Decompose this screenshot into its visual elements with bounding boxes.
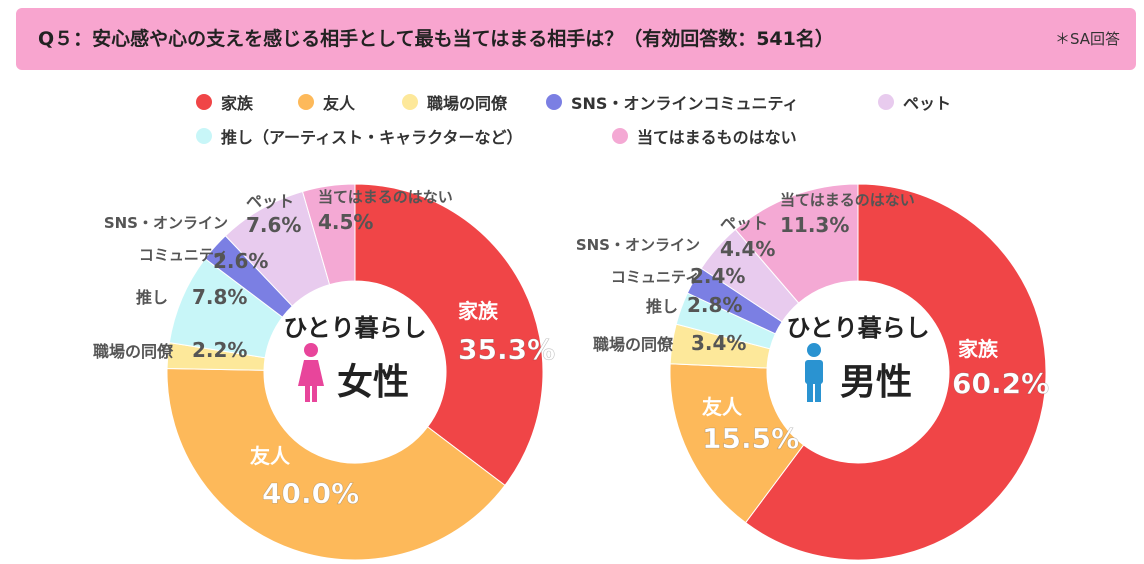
category-label-sns: SNS・オンライン xyxy=(104,214,228,232)
legend-swatch-sns xyxy=(546,94,562,110)
category-label-coworker: 職場の同僚 xyxy=(93,342,174,361)
category-label-oshi: 推し xyxy=(646,297,678,316)
legend-item-none: 当てはまるものはない xyxy=(612,124,797,148)
value-label-sns: 2.6% xyxy=(213,249,268,273)
legend-item-oshi: 推し（アーティスト・キャラクターなど） xyxy=(196,124,522,148)
legend-swatch-coworker xyxy=(402,94,418,110)
legend-label-oshi: 推し（アーティスト・キャラクターなど） xyxy=(221,128,523,147)
legend-swatch-none xyxy=(612,128,628,144)
legend-item-sns: SNS・オンラインコミュニティ xyxy=(546,90,798,114)
category-label-family: 家族 xyxy=(458,299,499,323)
category-label-none: 当てはまるのはない xyxy=(318,188,453,206)
donut-female: 家族 35.3% 友人 40.0% 職場の同僚 2.2% 推し 7.8% SNS・オンラインコミ… xyxy=(93,183,555,561)
value-label-family: 35.3% xyxy=(458,333,555,366)
center-title: ひとり暮らし xyxy=(283,314,426,342)
value-label-none: 11.3% xyxy=(780,213,849,237)
category-label-oshi: 推し xyxy=(136,288,168,307)
value-label-coworker: 3.4% xyxy=(691,331,746,355)
legend-item-coworker: 職場の同僚 xyxy=(402,90,507,114)
center-gender: 女性 xyxy=(337,362,409,403)
value-label-sns: 2.4% xyxy=(690,264,745,288)
male-icon xyxy=(805,343,823,402)
legend-label-family: 家族 xyxy=(221,94,254,113)
legend-label-none: 当てはまるものはない xyxy=(637,128,797,147)
value-label-none: 4.5% xyxy=(318,210,373,234)
category-label-sns: コミュニティ xyxy=(611,268,700,286)
value-label-family: 60.2% xyxy=(952,367,1049,400)
chart-title: Q５：安心感や心の支えを感じる相手として最も当てはまる相手は？（有効回答数：54… xyxy=(38,28,834,50)
value-label-pet: 4.4% xyxy=(720,237,775,261)
legend-swatch-friend xyxy=(298,94,314,110)
value-label-coworker: 2.2% xyxy=(192,338,247,362)
category-label-none: 当てはまるのはない xyxy=(780,191,915,209)
category-label-pet: ペット xyxy=(720,214,768,233)
category-label-coworker: 職場の同僚 xyxy=(593,335,674,354)
value-label-friend: 40.0% xyxy=(262,477,359,510)
value-label-pet: 7.6% xyxy=(246,213,301,237)
value-label-oshi: 2.8% xyxy=(687,293,742,317)
category-label-friend: 友人 xyxy=(702,395,743,419)
legend-swatch-oshi xyxy=(196,128,212,144)
legend-item-friend: 友人 xyxy=(298,90,355,114)
legend-item-pet: ペット xyxy=(878,90,951,114)
center-title: ひとり暮らし xyxy=(786,314,929,342)
donut-hole xyxy=(767,281,949,463)
donut-hole xyxy=(264,281,446,463)
donut-male: 家族 60.2% 友人 15.5% 職場の同僚 3.4% 推し 2.8% SNS・オンラインコミ… xyxy=(576,183,1049,561)
answer-type-note: ＊SA回答 xyxy=(1054,30,1120,48)
female-icon xyxy=(298,343,324,402)
legend-label-coworker: 職場の同僚 xyxy=(427,94,508,113)
category-label-family: 家族 xyxy=(958,337,999,361)
category-label-sns: コミュニティ xyxy=(139,246,228,264)
legend-label-pet: ペット xyxy=(903,94,952,113)
legend-item-family: 家族 xyxy=(196,90,253,114)
legend-label-friend: 友人 xyxy=(323,94,356,113)
center-gender: 男性 xyxy=(840,362,912,403)
value-label-oshi: 7.8% xyxy=(192,285,247,309)
category-label-pet: ペット xyxy=(246,192,294,211)
legend-swatch-pet xyxy=(878,94,894,110)
legend-swatch-family xyxy=(196,94,212,110)
legend-label-sns: SNS・オンラインコミュニティ xyxy=(571,94,799,113)
category-label-sns: SNS・オンライン xyxy=(576,236,700,254)
category-label-friend: 友人 xyxy=(250,444,291,468)
value-label-friend: 15.5% xyxy=(702,422,799,455)
title-bar: Q５：安心感や心の支えを感じる相手として最も当てはまる相手は？（有効回答数：54… xyxy=(16,8,1136,70)
